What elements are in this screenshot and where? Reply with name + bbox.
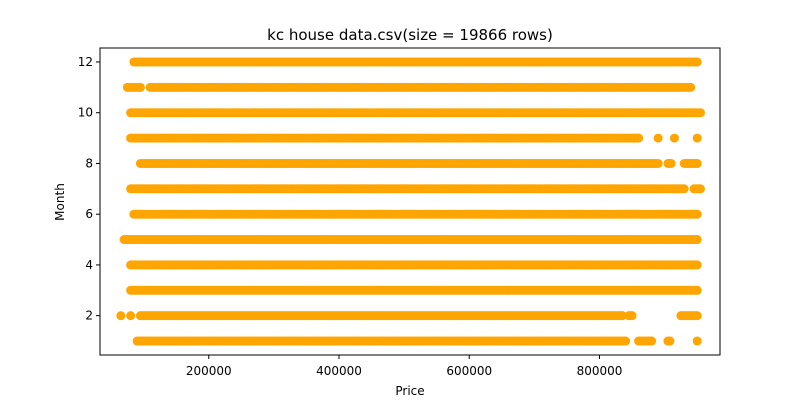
data-point	[665, 336, 675, 346]
x-tick-label: 200000	[186, 364, 232, 378]
data-point	[692, 57, 702, 67]
y-tick-label: 2	[85, 309, 93, 323]
data-point	[653, 158, 663, 168]
data-point	[666, 158, 676, 168]
x-axis-ticks: 200000 400000 600000 800000	[186, 355, 623, 378]
y-axis-ticks: 2 4 6 8 10 12	[78, 55, 100, 323]
data-point	[621, 336, 631, 346]
data-point	[692, 235, 702, 245]
data-point	[695, 108, 705, 118]
data-point	[695, 184, 705, 194]
data-point	[116, 311, 126, 321]
y-tick-label: 4	[85, 258, 93, 272]
chart-title: kc house data.csv(size = 19866 rows)	[267, 26, 553, 44]
data-point	[692, 285, 702, 295]
data-point	[617, 311, 627, 321]
points-layer	[116, 57, 705, 346]
x-tick-label: 600000	[446, 364, 492, 378]
data-point	[634, 133, 644, 143]
data-point	[692, 336, 702, 346]
data-point	[653, 133, 663, 143]
x-axis-label: Price	[395, 384, 424, 398]
y-tick-label: 8	[85, 156, 93, 170]
data-point	[126, 311, 136, 321]
data-point	[692, 209, 702, 219]
y-tick-label: 10	[78, 106, 93, 120]
data-point	[692, 158, 702, 168]
data-point	[692, 311, 702, 321]
data-point	[669, 133, 679, 143]
data-point	[686, 82, 696, 92]
data-point	[627, 311, 637, 321]
plot-frame	[99, 47, 721, 356]
y-tick-label: 6	[85, 207, 93, 221]
y-axis-label: Month	[53, 183, 67, 221]
x-tick-label: 400000	[316, 364, 362, 378]
y-tick-label: 12	[78, 55, 93, 69]
x-tick-label: 800000	[577, 364, 623, 378]
data-point	[692, 133, 702, 143]
data-point	[647, 336, 657, 346]
data-point	[692, 260, 702, 270]
data-point	[679, 184, 689, 194]
data-point	[135, 82, 145, 92]
